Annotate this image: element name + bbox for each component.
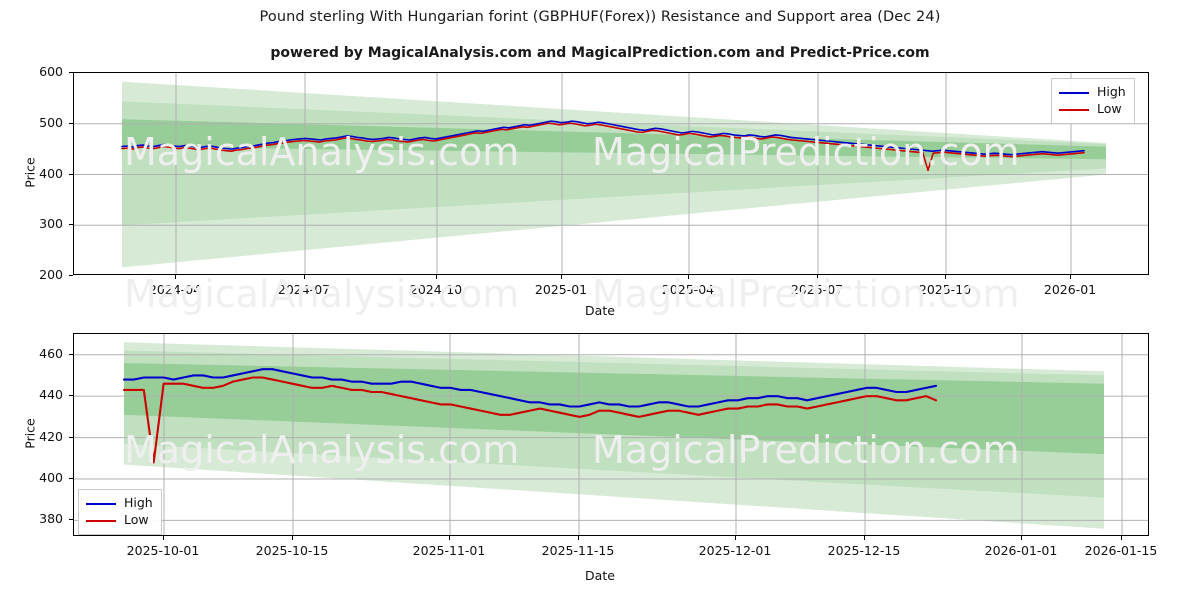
x-tick-mark	[945, 275, 946, 279]
y-tick-label: 400	[39, 470, 63, 485]
x-tick-label: 2025-07	[790, 282, 844, 297]
x-tick-label: 2026-01-15	[1084, 543, 1158, 558]
y-tick-label: 600	[39, 64, 63, 79]
y-tick-label: 400	[39, 165, 63, 181]
x-tick-label: 2024-10	[409, 282, 463, 297]
x-tick-mark	[578, 536, 579, 540]
x-tick-mark	[561, 275, 562, 279]
legend-swatch-high	[1059, 91, 1089, 94]
x-tick-label: 2025-12-01	[698, 543, 772, 558]
x-tick-label: 2025-04	[661, 282, 715, 297]
series-line-low	[121, 122, 1085, 172]
x-tick-mark	[864, 536, 865, 540]
band-inner	[122, 119, 1106, 160]
x-tick-label: 2026-01-01	[984, 543, 1058, 558]
legend-item-high: High	[1059, 84, 1126, 101]
y-tick-mark	[69, 353, 73, 355]
legend-item-high: High	[86, 495, 153, 512]
detail-chart-panel	[73, 333, 1149, 536]
x-tick-label: 2025-10	[918, 282, 972, 297]
legend-swatch-low	[86, 519, 116, 522]
x-tick-mark	[688, 275, 689, 279]
y-tick-label: 500	[39, 114, 63, 130]
x-tick-mark	[1021, 536, 1022, 540]
y-tick-label: 440	[39, 387, 63, 403]
y-tick-label: 200	[39, 267, 63, 282]
y-tick-mark	[69, 224, 73, 226]
y-tick-label: 420	[39, 428, 63, 444]
overview-x-axis-label: Date	[585, 303, 615, 318]
y-tick-mark	[69, 519, 73, 521]
overview-legend: High Low	[1051, 78, 1135, 124]
detail-x-axis-label: Date	[585, 568, 615, 583]
y-tick-mark	[69, 275, 73, 276]
y-tick-label: 460	[39, 345, 63, 361]
y-tick-mark	[69, 478, 73, 479]
legend-label-low: Low	[1097, 101, 1122, 117]
overview-chart-panel	[73, 72, 1149, 275]
x-tick-label: 2026-01	[1043, 282, 1097, 297]
x-tick-label: 2025-11-15	[541, 543, 615, 558]
x-tick-label: 2025-01	[534, 282, 588, 297]
legend-item-low: Low	[1059, 101, 1126, 118]
x-tick-mark	[436, 275, 437, 279]
x-tick-label: 2025-11-01	[412, 543, 486, 558]
legend-swatch-high	[86, 502, 116, 505]
x-tick-mark	[449, 536, 450, 540]
x-tick-label: 2025-10-15	[255, 543, 329, 558]
x-tick-label: 2025-12-15	[827, 543, 901, 558]
legend-item-low: Low	[86, 512, 153, 529]
page-subtitle: powered by MagicalAnalysis.com and Magic…	[270, 45, 930, 61]
legend-swatch-low	[1059, 108, 1089, 111]
series-line-low	[122, 376, 938, 464]
y-tick-mark	[69, 395, 73, 397]
overview-plot-area	[73, 72, 1149, 275]
series-line-high	[122, 368, 938, 408]
y-tick-mark	[69, 122, 73, 124]
x-tick-mark	[304, 275, 305, 279]
x-tick-mark	[1070, 275, 1071, 279]
detail-plot-svg	[74, 334, 1148, 535]
x-tick-label: 2024-04	[148, 282, 202, 297]
x-tick-label: 2025-10-01	[126, 543, 200, 558]
overview-plot-svg	[74, 73, 1148, 274]
x-tick-mark	[163, 536, 164, 540]
y-tick-label: 300	[39, 216, 63, 232]
x-tick-mark	[292, 536, 293, 540]
legend-label-low: Low	[124, 512, 149, 528]
y-tick-mark	[69, 436, 73, 438]
series-line-high	[121, 120, 1085, 156]
detail-plot-area	[73, 333, 1149, 536]
legend-label-high: High	[124, 495, 153, 511]
detail-legend: High Low	[78, 489, 162, 535]
y-tick-mark	[69, 173, 73, 175]
x-tick-label: 2024-07	[277, 282, 331, 297]
x-tick-mark	[175, 275, 176, 279]
y-tick-label: 380	[39, 511, 63, 527]
y-tick-mark	[69, 72, 73, 73]
x-tick-mark	[735, 536, 736, 540]
x-tick-mark	[817, 275, 818, 279]
band-inner	[124, 363, 1104, 455]
legend-label-high: High	[1097, 84, 1126, 100]
x-tick-mark	[1121, 536, 1122, 540]
page-title: Pound sterling With Hungarian forint (GB…	[259, 9, 941, 25]
